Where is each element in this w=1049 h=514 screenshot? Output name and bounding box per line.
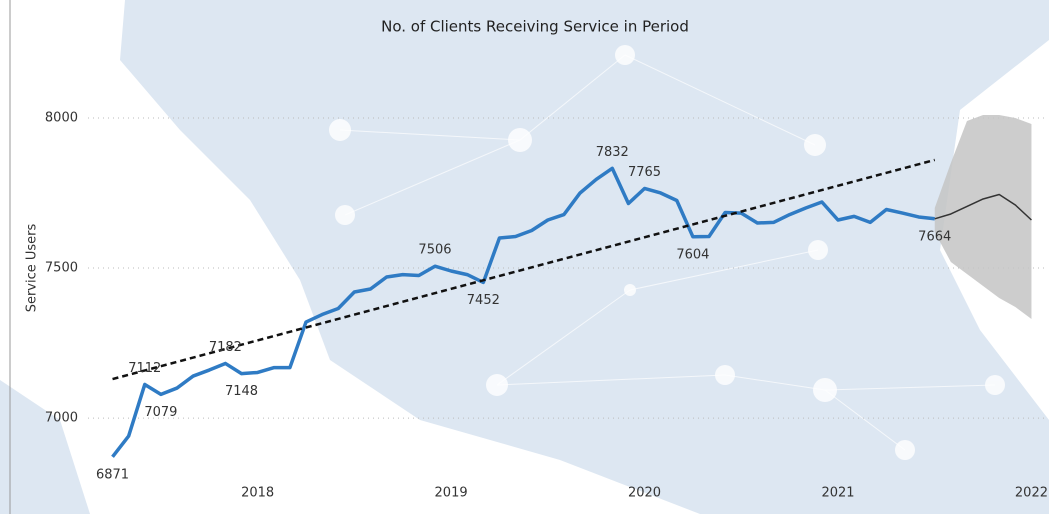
x-tick-label: 2021	[821, 486, 854, 501]
forecast-band	[934, 114, 1032, 320]
data-label: 7452	[467, 293, 500, 308]
y-tick-label: 8000	[45, 110, 78, 125]
data-label: 6871	[96, 467, 129, 482]
data-label: 7148	[225, 384, 258, 399]
data-label: 7079	[144, 405, 177, 420]
y-axis-label: Service Users	[25, 223, 40, 312]
data-label: 7182	[209, 340, 242, 355]
line	[111, 166, 935, 458]
data-label: 7604	[676, 247, 709, 262]
data-label: 7664	[918, 229, 951, 244]
data-label: 7832	[596, 145, 629, 160]
y-tick-label: 7000	[45, 411, 78, 426]
plot: 7000 7500 8000 2018 2019 2020 2021 2022 6871 7112…	[45, 110, 1048, 500]
data-label: 7506	[418, 243, 451, 258]
data-label: 7112	[128, 361, 161, 376]
x-tick-label: 2018	[241, 486, 274, 501]
x-tick-label: 2019	[435, 486, 468, 501]
x-tick-label: 2020	[628, 486, 661, 501]
chart-title: No. of Clients Receiving Service in Peri…	[381, 18, 689, 36]
y-tick-label: 7500	[45, 261, 78, 276]
x-tick-label: 2022	[1015, 486, 1048, 501]
data-label: 7765	[628, 165, 661, 180]
trend-line	[112, 158, 936, 381]
forecast-line	[934, 193, 1032, 221]
